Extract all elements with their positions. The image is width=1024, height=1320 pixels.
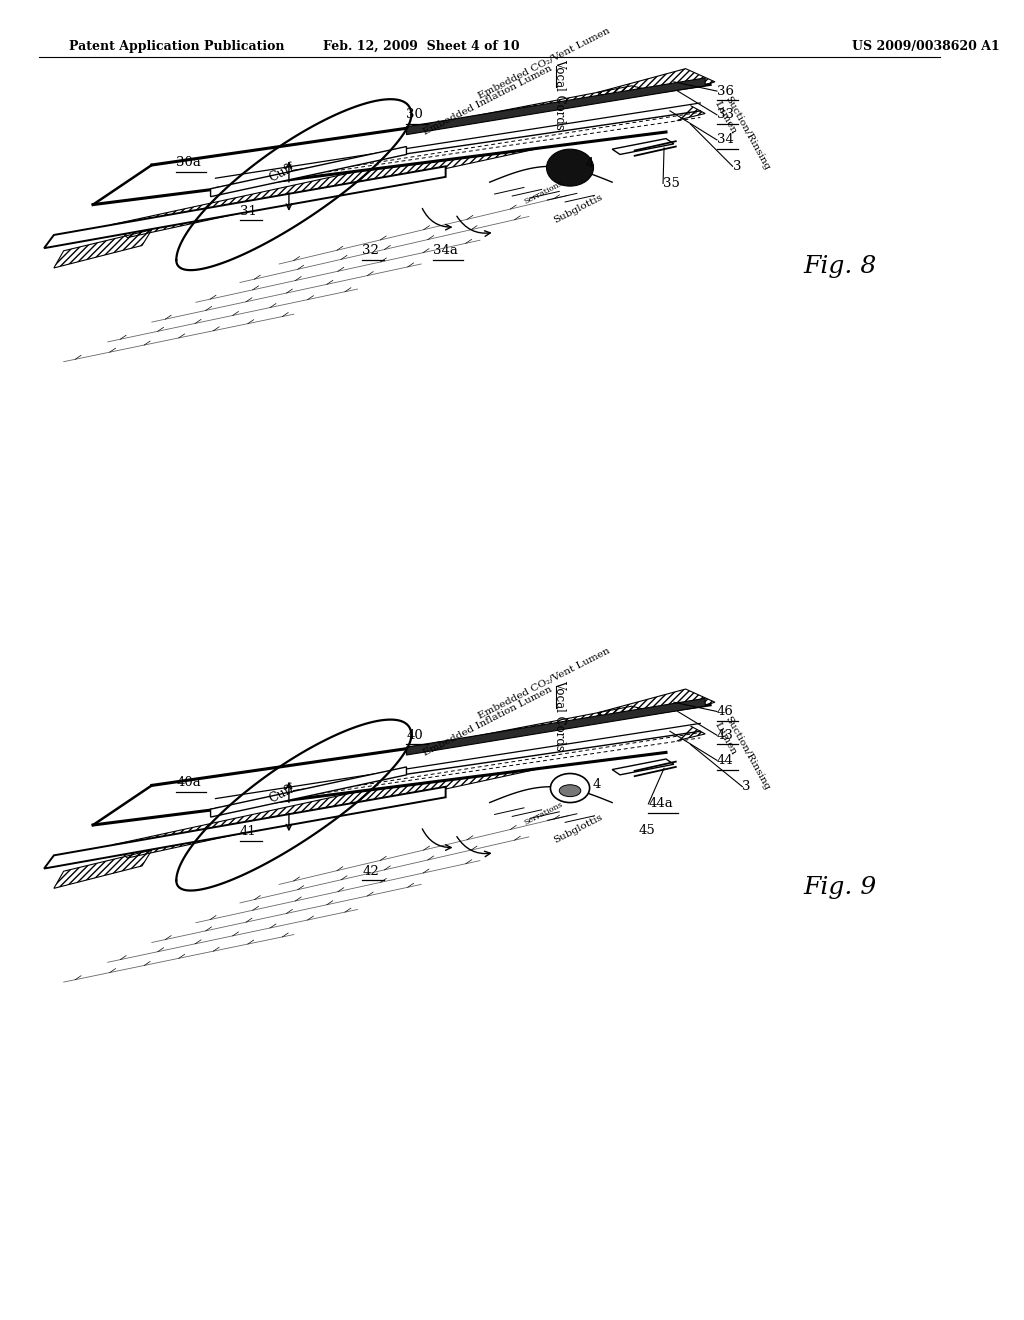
Text: Fig. 9: Fig. 9	[803, 875, 877, 899]
Text: Embedded Inflation Lumen: Embedded Inflation Lumen	[422, 685, 554, 758]
Text: Subglottis: Subglottis	[552, 193, 604, 224]
Text: Embedded CO₂/Vent Lumen: Embedded CO₂/Vent Lumen	[476, 645, 611, 721]
Polygon shape	[93, 705, 710, 825]
Text: 33: 33	[717, 108, 734, 121]
Polygon shape	[612, 139, 674, 154]
Text: Fig. 8: Fig. 8	[803, 255, 877, 279]
Text: 30: 30	[407, 108, 423, 121]
Text: Feb. 12, 2009  Sheet 4 of 10: Feb. 12, 2009 Sheet 4 of 10	[323, 40, 519, 53]
Ellipse shape	[551, 774, 590, 803]
Polygon shape	[407, 698, 706, 755]
Text: 44: 44	[717, 754, 733, 767]
Text: Cuff: Cuff	[267, 781, 297, 805]
Text: 36: 36	[717, 84, 734, 98]
Text: 35: 35	[664, 177, 680, 190]
Text: 34: 34	[717, 133, 734, 147]
Text: Serrations: Serrations	[522, 180, 564, 206]
Text: Serrations: Serrations	[522, 800, 564, 826]
Text: 34a: 34a	[433, 244, 458, 257]
Text: Suction/Rinsing
Lumen: Suction/Rinsing Lumen	[713, 715, 771, 797]
Text: Subglottis: Subglottis	[552, 813, 604, 845]
Polygon shape	[44, 166, 445, 248]
Text: 46: 46	[717, 705, 734, 718]
Text: Vocal Cords: Vocal Cords	[553, 680, 565, 751]
Text: 3: 3	[732, 160, 741, 173]
Text: 4: 4	[586, 157, 594, 170]
Text: Suction/Rinsing
Lumen: Suction/Rinsing Lumen	[713, 95, 771, 177]
Text: Cuff: Cuff	[267, 161, 297, 185]
Ellipse shape	[547, 149, 594, 186]
Text: 43: 43	[717, 729, 734, 742]
Text: Patent Application Publication: Patent Application Publication	[69, 40, 284, 53]
Text: 44a: 44a	[648, 797, 673, 810]
Text: 40a: 40a	[176, 776, 201, 789]
Polygon shape	[211, 147, 407, 197]
Text: 31: 31	[240, 205, 257, 218]
Text: US 2009/0038620 A1: US 2009/0038620 A1	[852, 40, 999, 53]
Text: Vocal Cords: Vocal Cords	[553, 59, 565, 131]
Ellipse shape	[559, 784, 581, 796]
Text: 30a: 30a	[176, 156, 201, 169]
Text: 45: 45	[639, 824, 655, 837]
Text: 3: 3	[742, 780, 751, 793]
Text: 41: 41	[240, 825, 257, 838]
Polygon shape	[211, 767, 407, 817]
Text: 42: 42	[362, 865, 379, 878]
Polygon shape	[44, 787, 445, 869]
Polygon shape	[612, 759, 674, 775]
Text: 32: 32	[362, 244, 379, 257]
Text: 40: 40	[407, 729, 423, 742]
Polygon shape	[93, 84, 710, 205]
Polygon shape	[407, 78, 706, 135]
Text: Embedded Inflation Lumen: Embedded Inflation Lumen	[422, 65, 554, 137]
Text: 4: 4	[593, 777, 601, 791]
Text: Embedded CO₂/Vent Lumen: Embedded CO₂/Vent Lumen	[476, 25, 611, 100]
